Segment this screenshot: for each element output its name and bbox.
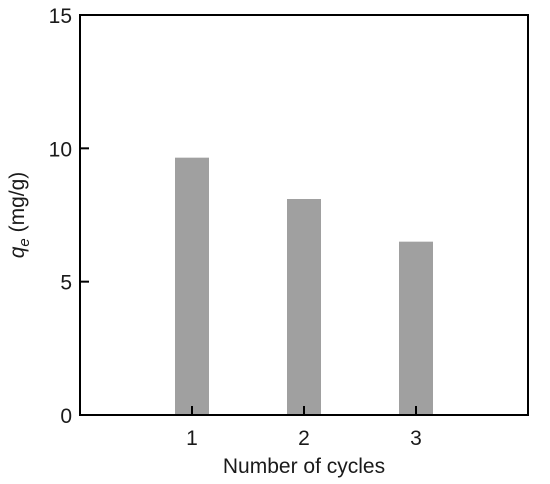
y-tick-label: 15 (49, 5, 72, 28)
bar-cycle-3 (399, 241, 433, 415)
y-axis-title-symbol: q (6, 246, 29, 258)
x-axis-ticks: 1 2 3 (186, 406, 422, 450)
y-tick-label: 10 (49, 138, 72, 161)
y-axis-title: qe (mg/g) (6, 172, 33, 259)
y-axis-ticks: 0 5 10 15 (49, 5, 89, 428)
plot-frame (79, 14, 529, 416)
x-tick-label: 1 (186, 427, 198, 450)
y-tick-label: 0 (60, 405, 72, 428)
y-axis-title-subscript: e (16, 238, 33, 246)
bars-group (175, 157, 433, 415)
y-axis-title-unit: (mg/g) (6, 172, 29, 239)
x-axis-title: Number of cycles (223, 455, 385, 478)
x-tick-label: 2 (298, 427, 310, 450)
x-tick-label: 3 (410, 427, 422, 450)
bar-cycle-1 (175, 157, 209, 415)
y-tick-label: 5 (60, 272, 72, 295)
bar-cycle-2 (287, 199, 321, 415)
